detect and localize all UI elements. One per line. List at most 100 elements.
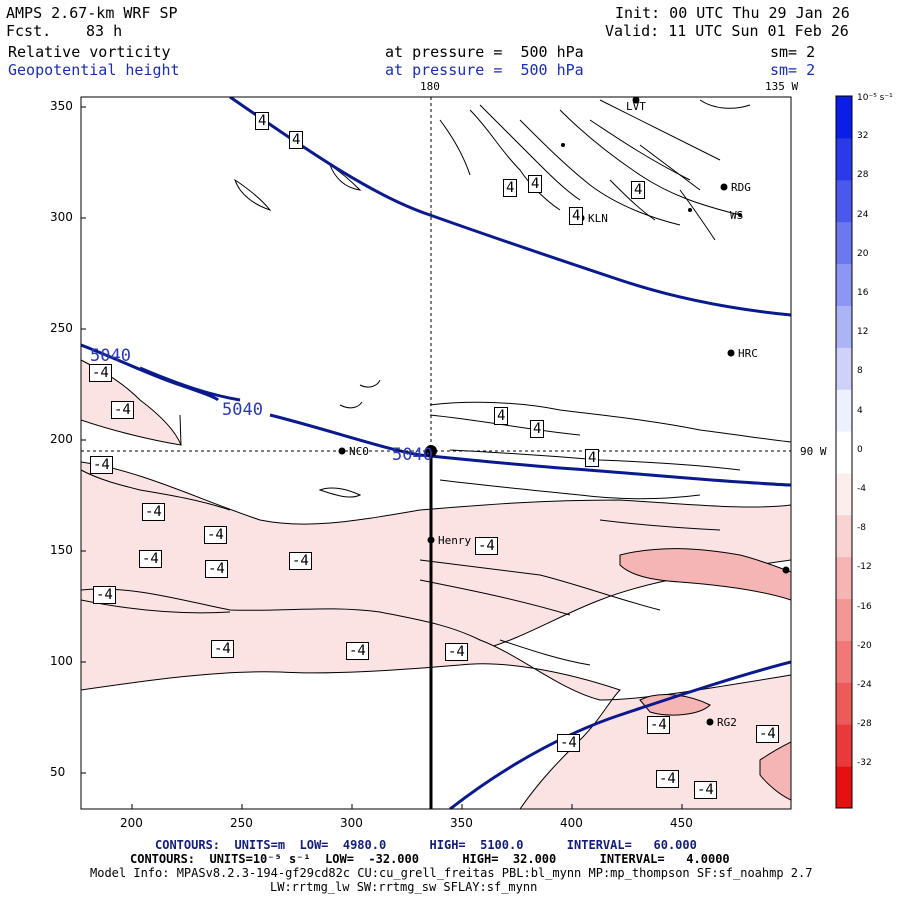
small-markers: [561, 143, 742, 217]
colorbar-swatch: [836, 263, 852, 306]
vorticity-contour-label: -4: [111, 401, 134, 419]
station-lvt: [632, 96, 640, 104]
colorbar-swatch: [836, 431, 852, 474]
colorbar-label: 0: [857, 444, 863, 455]
colorbar-label: 4: [857, 405, 863, 416]
y-tick-label: 50: [50, 765, 66, 779]
colorbar-unit: 10⁻⁵ s⁻¹: [857, 93, 893, 103]
colorbar-swatch: [836, 514, 852, 558]
colorbar-swatch: [836, 221, 852, 265]
vorticity-contour-label: -4: [205, 560, 228, 578]
field2-smoothing: sm= 2: [770, 61, 816, 79]
vorticity-contour-label: -4: [204, 526, 227, 544]
field2-name: Geopotential height: [8, 61, 180, 79]
colorbar-swatch: [836, 556, 852, 600]
colorbar-label: 32: [857, 131, 869, 142]
colorbar-label: -4: [857, 484, 866, 494]
vorticity-contour-label: 4: [528, 175, 543, 193]
vorticity-contour-label: -4: [656, 770, 679, 788]
y-tick-label: 300: [50, 210, 73, 224]
colorbar-label: 24: [857, 209, 869, 220]
colorbar-swatch: [836, 598, 852, 641]
model-title: AMPS 2.67-km WRF SP: [6, 4, 178, 22]
colorbar-label: -32: [857, 758, 872, 769]
field2-level: at pressure = 500 hPa: [385, 61, 584, 79]
colorbar-swatch: [836, 682, 852, 725]
station-henry: [427, 536, 435, 544]
colorbar-label: -12: [857, 562, 872, 573]
vorticity-contour-label: -4: [694, 781, 717, 799]
cross-section-origin: [425, 445, 437, 457]
height-label: 5040: [90, 346, 131, 366]
height-label: 5040: [392, 445, 433, 465]
vorticity-contour-label: 4: [289, 131, 304, 149]
vorticity-contour-label: -4: [139, 550, 162, 568]
station-nco: [338, 447, 346, 455]
contours-vorticity-info: CONTOURS: UNITS=10⁻⁵ s⁻¹ LOW= -32.000 HI…: [130, 852, 730, 866]
colorbar-swatch: [836, 766, 852, 809]
station-hrc: [727, 349, 735, 357]
colorbar-label: 16: [857, 288, 869, 298]
colorbar-label: 8: [857, 366, 863, 377]
station-label-hrc: HRC: [738, 347, 758, 360]
vorticity-contour-label: -4: [346, 642, 369, 660]
field1-name: Relative vorticity: [8, 43, 171, 61]
forecast-hour: 83 h: [86, 22, 123, 40]
init-time: Init: 00 UTC Thu 29 Jan 26: [615, 4, 850, 22]
vorticity-contour-label: 4: [569, 207, 584, 225]
vorticity-contour-label: -4: [756, 725, 779, 743]
vorticity-contour-label: -4: [445, 643, 468, 661]
axis-ticks: [81, 106, 683, 809]
colorbar-swatch: [836, 137, 852, 181]
colorbar: [835, 95, 853, 809]
neg-vorticity-core: [759, 741, 791, 801]
colorbar-swatch: [836, 640, 852, 683]
vorticity-contour-label: -4: [557, 734, 580, 752]
valid-time: Valid: 11 UTC Sun 01 Feb 26: [605, 22, 849, 40]
x-tick-label: 300: [340, 816, 363, 830]
colorbar-swatch: [836, 724, 852, 767]
field1-level: at pressure = 500 hPa: [385, 43, 584, 61]
colorbar-swatch: [836, 179, 852, 223]
colorbar-label: -20: [857, 640, 872, 651]
colorbar-frame: [835, 95, 853, 809]
vorticity-contour-label: -4: [142, 503, 165, 521]
vorticity-contour-label: 4: [631, 181, 646, 199]
vorticity-contour-label: 4: [255, 112, 270, 130]
neg-vorticity-core: [639, 694, 711, 716]
vorticity-contour-label: -4: [475, 537, 498, 555]
vorticity-contour-label: -4: [89, 364, 112, 382]
station-ws: [782, 566, 790, 574]
colorbar-swatch: [836, 347, 852, 390]
pos-vorticity-contours: [234, 99, 751, 241]
x-tick-label: 250: [230, 816, 253, 830]
colorbar-label: -16: [857, 601, 872, 612]
colorbar-label: -28: [857, 719, 872, 730]
station-label-ws: WS: [730, 209, 744, 222]
colorbar-label: 12: [857, 327, 869, 338]
station-rg2: [706, 718, 714, 726]
y-tick-label: 250: [50, 321, 73, 335]
x-tick-label: 350: [450, 816, 473, 830]
scattered-vorticity-contours: [81, 379, 791, 666]
vorticity-contour-label: -4: [289, 552, 312, 570]
station-label-henry: Henry: [438, 534, 472, 547]
vorticity-contour-label: -4: [211, 640, 234, 658]
colorbar-label: -24: [857, 680, 872, 690]
lon-label-135w: 135 W: [765, 80, 799, 93]
plot-frame: [80, 96, 792, 810]
contours-height-info: CONTOURS: UNITS=m LOW= 4980.0 HIGH= 5100…: [155, 838, 697, 852]
station-rdg: [720, 183, 728, 191]
vorticity-contour-label: 4: [530, 420, 545, 438]
station-label-nco: NCO: [349, 445, 369, 458]
y-tick-label: 100: [50, 654, 73, 668]
x-tick-label: 450: [670, 816, 693, 830]
colorbar-label: 20: [857, 248, 869, 259]
model-info-2: LW:rrtmg_lw SW:rrtmg_sw SFLAY:sf_mynn: [270, 880, 538, 894]
neg-vorticity-band: [81, 588, 791, 809]
height-label: 5040: [222, 400, 263, 420]
lon-label-90w: 90 W: [800, 445, 827, 458]
colorbar-swatch: [836, 305, 852, 348]
colorbar-swatch: [836, 96, 852, 139]
model-info: Model Info: MPASv8.2.3-194-gf29cd82c CU:…: [90, 866, 813, 880]
